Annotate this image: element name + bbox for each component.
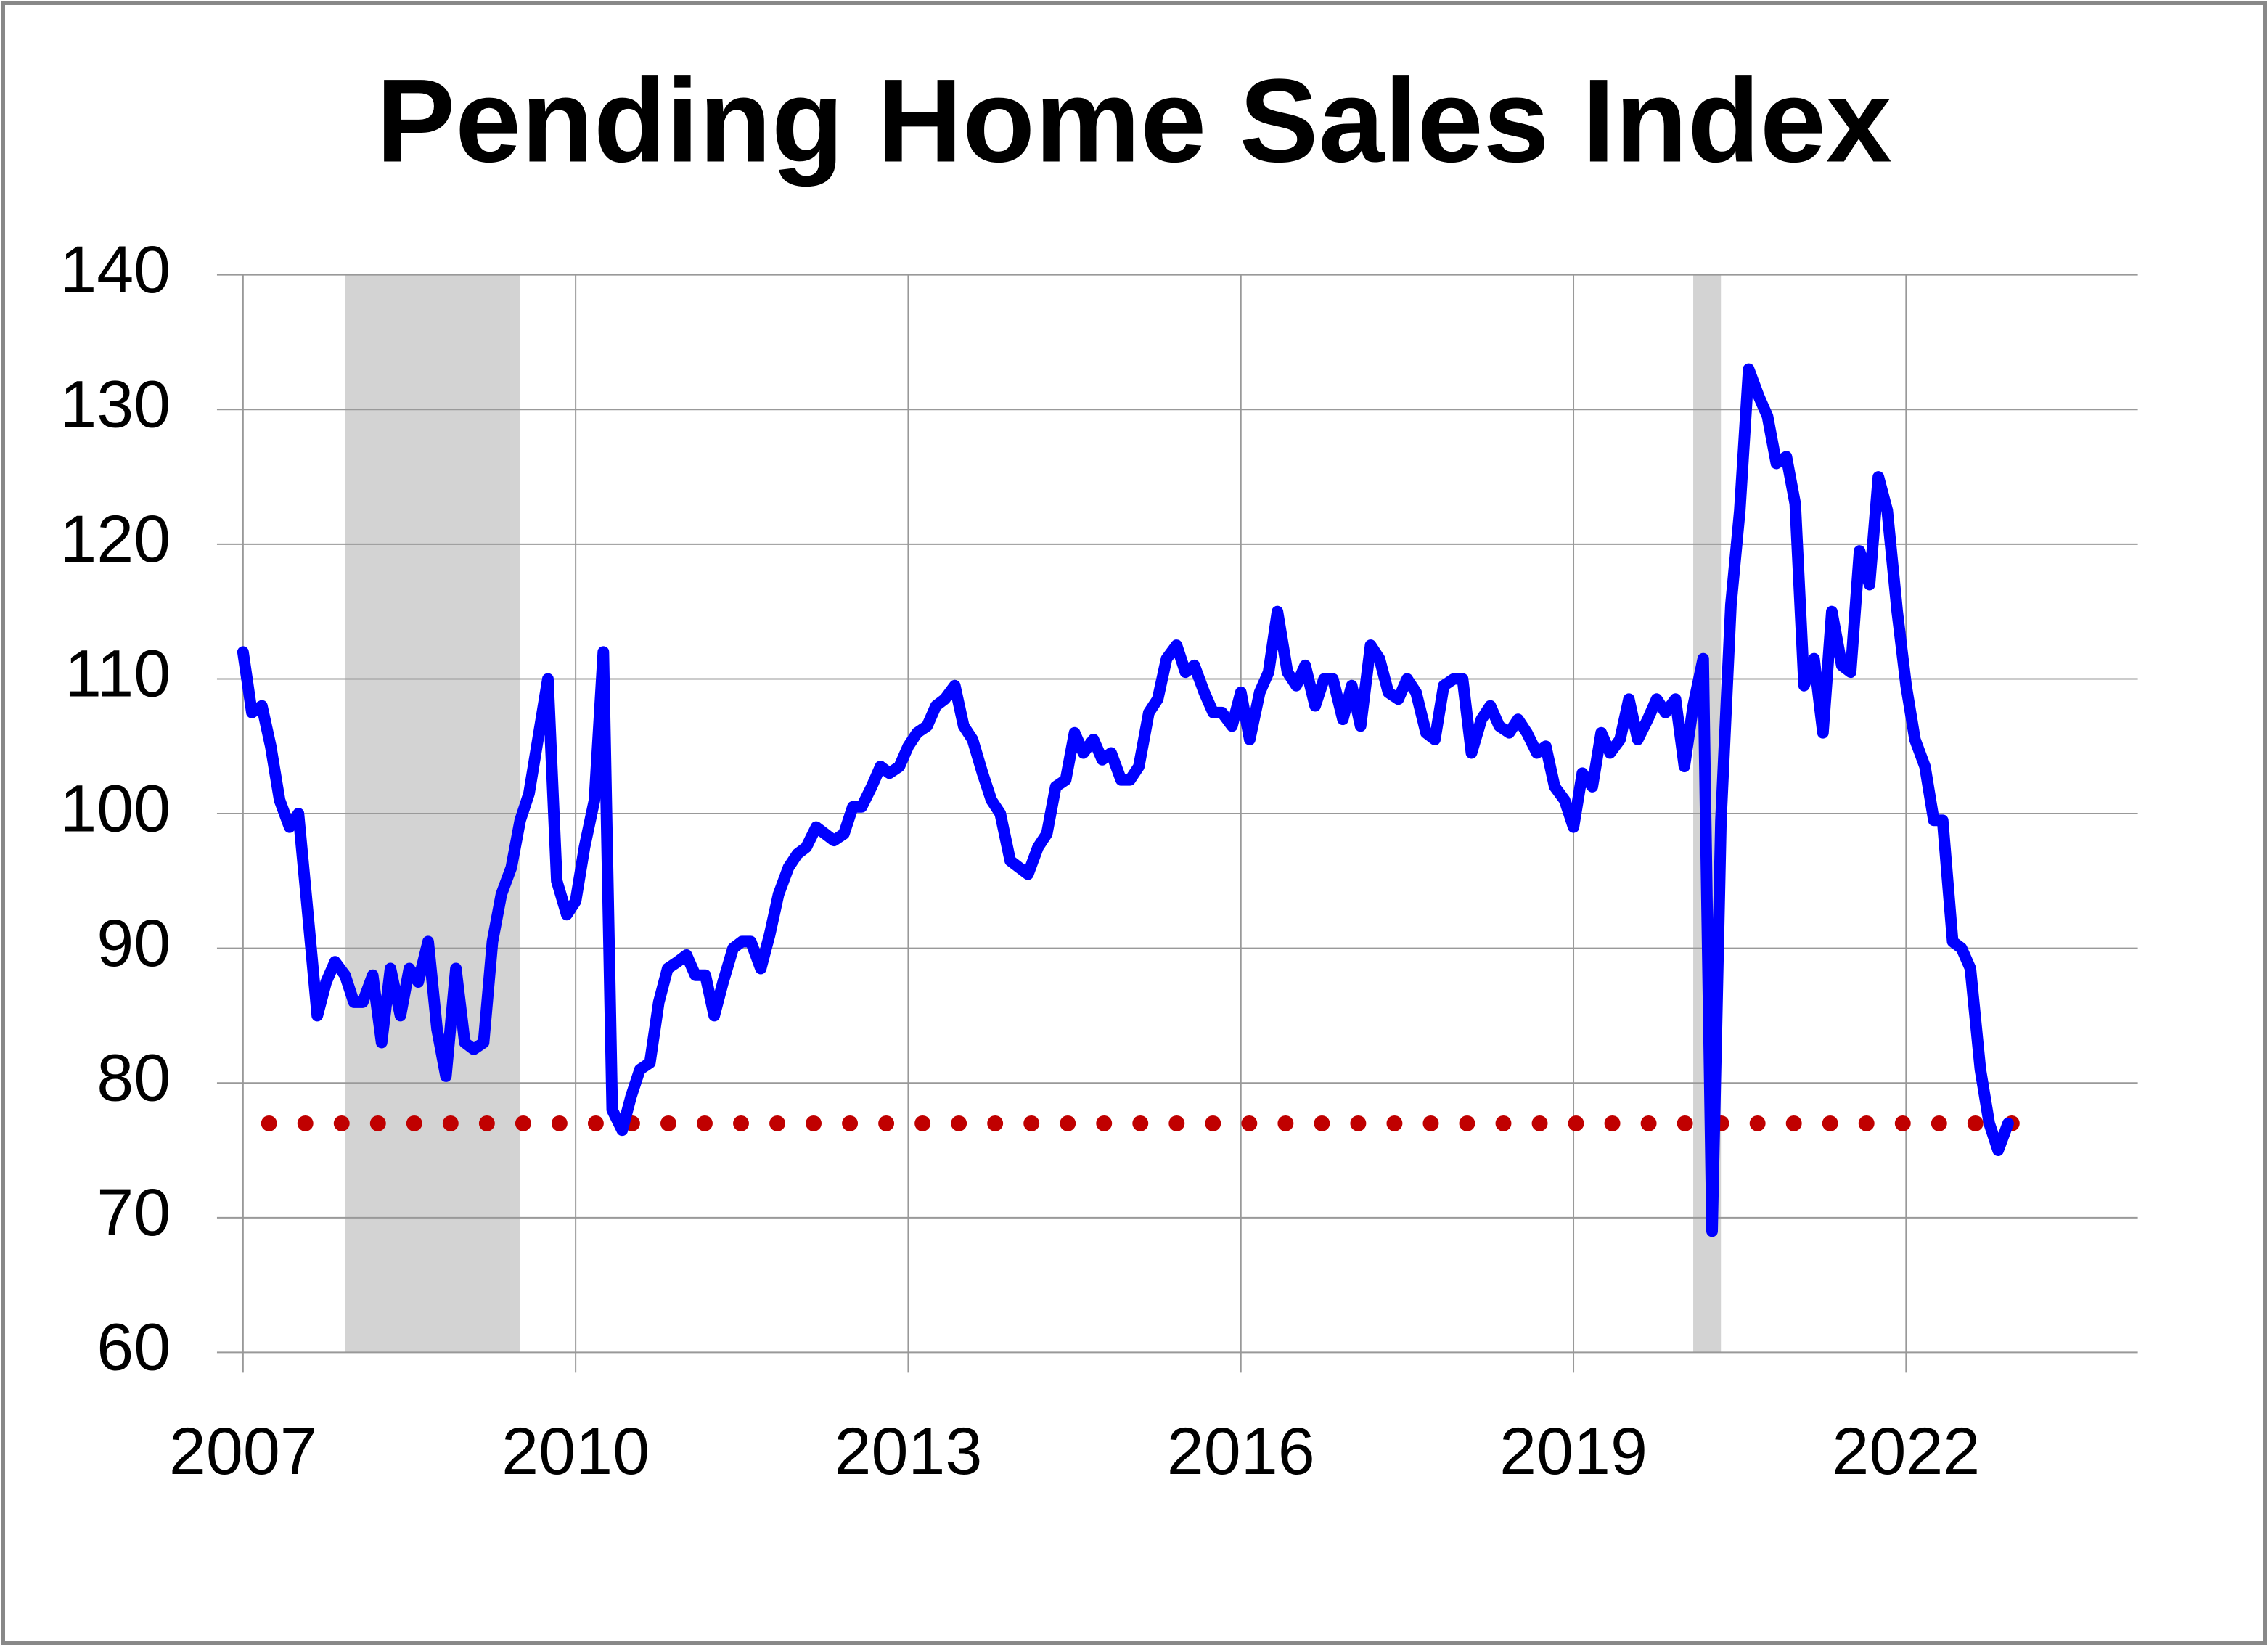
y-tick-label: 140	[60, 233, 171, 307]
y-tick-label: 70	[97, 1176, 171, 1250]
x-tick-label: 2013	[834, 1414, 982, 1489]
x-tick-label: 2010	[502, 1414, 650, 1489]
x-tick-label: 2022	[1832, 1414, 1980, 1489]
x-tick-label: 2019	[1499, 1414, 1647, 1489]
y-tick-label: 100	[60, 771, 171, 845]
y-tick-label: 130	[60, 367, 171, 441]
y-tick-label: 120	[60, 502, 171, 576]
y-tick-label: 80	[97, 1041, 171, 1115]
chart-title: Pending Home Sales Index	[376, 54, 1892, 187]
y-tick-label: 90	[97, 906, 171, 980]
x-tick-label: 2007	[169, 1414, 317, 1489]
data-line	[237, 363, 2014, 1237]
y-tick-label: 110	[65, 637, 171, 711]
y-tick-label: 60	[97, 1311, 171, 1385]
x-tick-label: 2016	[1167, 1414, 1315, 1489]
